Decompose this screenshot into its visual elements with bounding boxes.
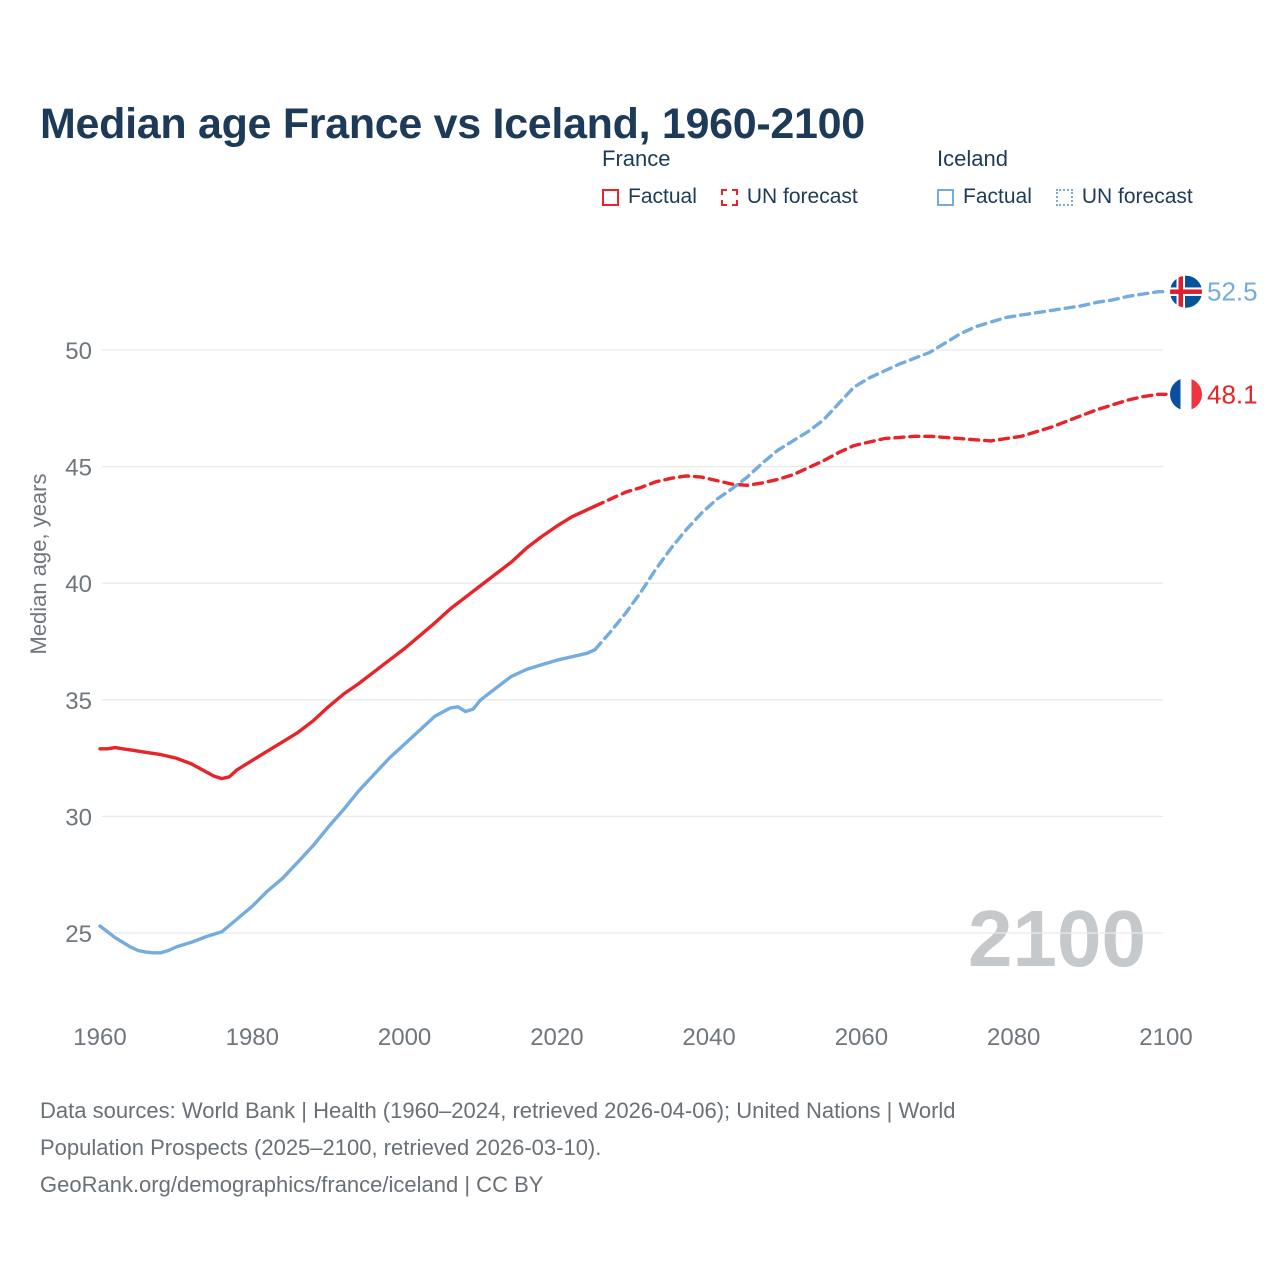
france-forecast-line — [593, 392, 1168, 508]
iceland-factual-swatch-icon — [937, 188, 954, 206]
legend-entry-label: Factual — [628, 185, 697, 208]
source-line: Population Prospects (2025–2100, retriev… — [40, 1135, 602, 1160]
flag-rim — [1169, 274, 1203, 309]
france-forecast-swatch-icon — [720, 188, 738, 206]
y-tick-label: 30 — [65, 804, 92, 831]
legend-entry-label: Factual — [963, 185, 1032, 208]
legend-row: Factual UN forecast — [937, 185, 1193, 209]
iceland-flag-icon — [1169, 275, 1203, 309]
legend-entry-label: UN forecast — [1081, 185, 1193, 208]
x-tick-label: 2060 — [835, 1024, 888, 1051]
legend-country-label: Iceland — [937, 146, 1008, 171]
legend-group-iceland: Iceland Factual UN forecast — [937, 146, 1193, 209]
x-tick-label: 2020 — [530, 1024, 583, 1051]
legend-group-france: France Factual UN forecast — [602, 146, 858, 209]
watermark-endyear: 2100 — [968, 894, 1146, 983]
y-tick-label: 45 — [65, 455, 92, 482]
y-axis-title: Median age, years — [26, 474, 51, 655]
x-tick-label: 2080 — [987, 1024, 1040, 1051]
france-factual-swatch-icon — [602, 188, 619, 206]
x-tick-label: 2040 — [682, 1024, 735, 1051]
end-value-label-iceland: 52.5 — [1207, 277, 1258, 307]
y-tick-label: 35 — [65, 688, 92, 715]
france-factual-line — [98, 504, 597, 781]
legend-country-label: France — [602, 146, 671, 171]
source-line: GeoRank.org/demographics/france/iceland … — [40, 1172, 544, 1197]
legend-entry-label: UN forecast — [746, 185, 858, 208]
page-title: Median age France vs Iceland, 1960-2100 — [40, 99, 865, 148]
source-line: Data sources: World Bank | Health (1960–… — [40, 1098, 956, 1123]
iceland-forecast-swatch-icon — [1055, 188, 1073, 206]
end-value-label-france: 48.1 — [1207, 379, 1258, 409]
legend-row: Factual UN forecast — [602, 185, 858, 209]
x-tick-label: 2000 — [378, 1024, 431, 1051]
iceland-forecast-line — [593, 290, 1168, 652]
y-tick-label: 25 — [65, 921, 92, 948]
data-sources-note: Data sources: World Bank | Health (1960–… — [40, 1092, 1240, 1203]
x-tick-label: 1960 — [73, 1024, 126, 1051]
france-flag-icon — [1169, 377, 1203, 411]
flag-rim — [1169, 377, 1203, 412]
y-tick-label: 40 — [65, 571, 92, 598]
iceland-factual-line — [98, 648, 597, 955]
y-tick-label: 50 — [65, 338, 92, 365]
x-tick-label: 1980 — [226, 1024, 279, 1051]
x-tick-label: 2100 — [1139, 1024, 1192, 1051]
